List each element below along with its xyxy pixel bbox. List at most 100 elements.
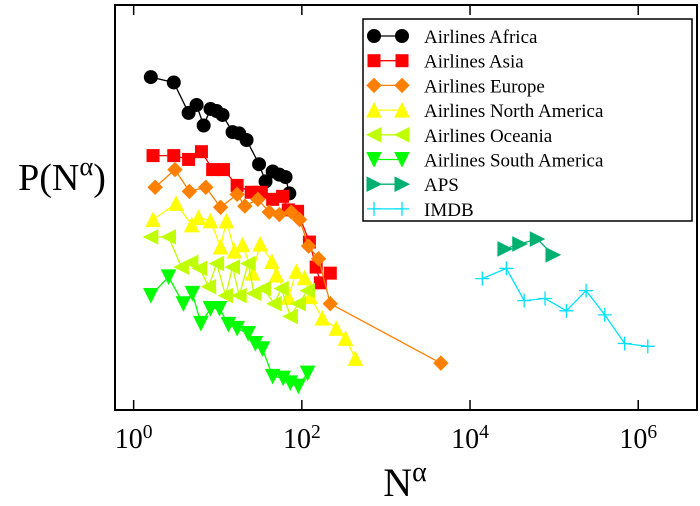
x-tick-label: 100 — [115, 422, 153, 456]
marker — [529, 231, 546, 247]
marker — [255, 280, 272, 297]
marker — [190, 209, 207, 225]
marker — [559, 303, 574, 318]
marker — [224, 259, 241, 275]
marker — [143, 70, 158, 85]
marker — [146, 149, 160, 163]
legend-marker — [367, 29, 381, 43]
x-tick-label: 106 — [619, 422, 657, 456]
marker — [266, 295, 282, 312]
marker — [276, 189, 290, 203]
marker — [337, 330, 354, 346]
x-tick-label: 104 — [451, 422, 489, 456]
marker — [196, 118, 211, 133]
series — [147, 161, 449, 371]
marker — [237, 198, 253, 214]
marker — [313, 276, 327, 290]
marker — [167, 149, 181, 163]
marker — [143, 288, 159, 304]
marker — [252, 157, 267, 172]
marker — [175, 296, 192, 312]
marker — [191, 260, 208, 277]
marker — [268, 266, 285, 283]
legend-box — [362, 18, 693, 222]
series-line — [482, 267, 648, 347]
marker — [288, 263, 305, 279]
marker — [166, 75, 181, 90]
legend-marker — [366, 77, 382, 94]
marker — [206, 163, 220, 177]
marker — [290, 378, 307, 395]
marker — [181, 183, 198, 200]
marker — [212, 199, 229, 215]
marker — [254, 341, 271, 357]
legend-marker — [394, 101, 410, 118]
marker — [168, 195, 184, 211]
marker — [182, 152, 196, 166]
marker — [497, 241, 514, 257]
marker — [264, 368, 281, 385]
legend-marker — [394, 77, 410, 94]
marker — [217, 287, 234, 304]
legend-marker — [393, 126, 410, 143]
marker — [208, 255, 225, 272]
marker — [229, 186, 245, 203]
legend-marker — [395, 54, 409, 68]
marker — [160, 229, 177, 245]
x-axis-label: Nα — [383, 457, 427, 506]
legend-label: IMDB — [424, 200, 474, 221]
marker — [189, 97, 204, 112]
marker — [142, 229, 159, 245]
marker — [538, 291, 553, 306]
marker — [640, 339, 655, 354]
marker — [215, 107, 230, 122]
marker — [282, 308, 298, 325]
legend-marker — [395, 29, 409, 43]
legend-label: Airlines Asia — [424, 52, 524, 73]
legend-marker — [394, 152, 410, 168]
marker — [184, 285, 201, 302]
marker — [216, 163, 230, 177]
legend-marker — [366, 101, 382, 118]
legend-marker — [366, 176, 383, 193]
marker — [252, 235, 269, 252]
marker — [290, 295, 306, 312]
marker — [300, 238, 317, 254]
marker — [229, 320, 245, 337]
marker — [323, 266, 337, 280]
series — [497, 231, 562, 263]
marker — [160, 269, 177, 285]
series — [142, 229, 316, 325]
legend-label: Airlines South America — [424, 151, 604, 172]
marker — [239, 133, 254, 147]
marker — [299, 282, 316, 299]
legend-label: APS — [424, 175, 459, 196]
marker — [347, 350, 364, 366]
legend-label: Airlines Europe — [424, 76, 545, 97]
marker — [296, 269, 313, 286]
marker — [182, 254, 199, 271]
legend-label: Airlines Oceania — [424, 126, 553, 147]
marker — [250, 191, 266, 208]
series — [143, 70, 297, 201]
marker — [597, 307, 612, 322]
legend-marker — [394, 176, 411, 193]
marker — [202, 212, 219, 229]
legend-marker — [366, 152, 382, 168]
legend-marker — [365, 126, 382, 143]
marker — [617, 336, 632, 351]
marker — [240, 255, 256, 272]
legend-label: Airlines Africa — [424, 27, 538, 48]
marker — [198, 179, 214, 195]
y-axis-label: P(Nα) — [18, 151, 106, 199]
marker — [193, 315, 209, 332]
marker — [517, 293, 532, 308]
series — [143, 269, 316, 395]
legend-marker — [367, 201, 381, 216]
marker — [499, 261, 514, 276]
legend-marker — [395, 201, 409, 216]
marker — [283, 204, 300, 220]
marker — [310, 251, 327, 267]
marker — [173, 259, 189, 275]
